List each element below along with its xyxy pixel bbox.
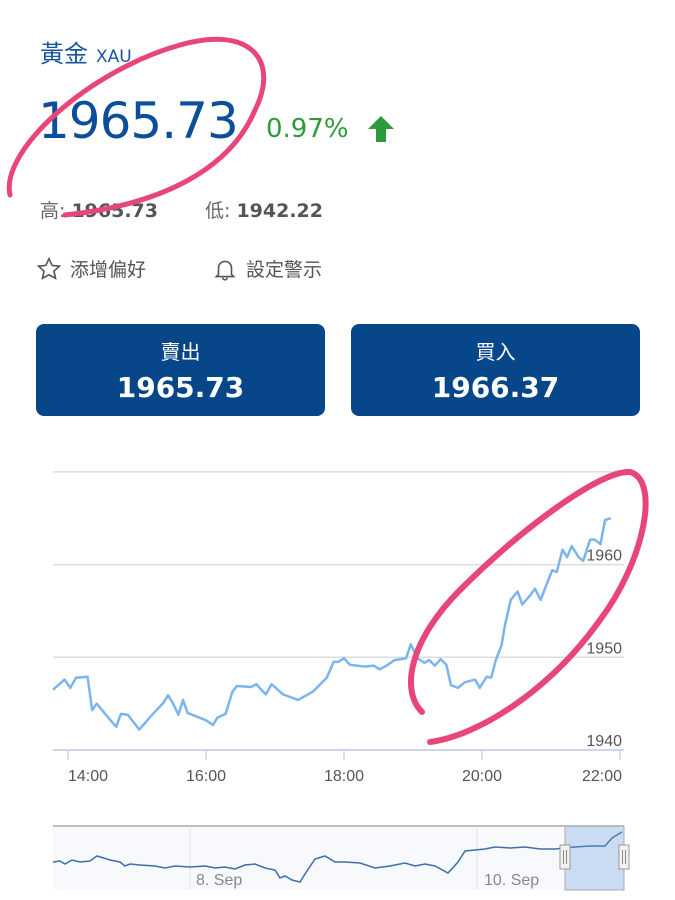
bell-icon [214,260,236,281]
navigator-date-label: 10. Sep [484,872,539,889]
arrow-up-icon [368,116,394,142]
x-tick-label: 16:00 [186,768,226,785]
set-alert-label: 設定警示 [246,259,323,281]
navigator-selected-range[interactable] [564,825,625,891]
x-tick-label: 22:00 [582,768,622,785]
buy-button[interactable]: 買入 1966.37 [351,324,640,416]
x-tick-label: 18:00 [324,768,364,785]
navigator-series-line [52,831,623,883]
x-tick-label: 14:00 [68,768,108,785]
add-favorite-label: 添增偏好 [70,259,147,281]
change-percent: 0.97% [266,114,349,144]
x-tick-label: 20:00 [462,768,502,785]
sell-label: 賣出 [160,340,201,364]
star-outline-icon [36,256,62,280]
y-tick-label: 1940 [586,733,622,750]
price-series-line [52,517,612,731]
add-favorite-button[interactable]: 添增偏好 [36,255,146,282]
y-tick-label: 1950 [586,640,622,657]
buy-price: 1966.37 [431,371,560,404]
set-alert-button[interactable]: 設定警示 [212,255,322,282]
sell-button[interactable]: 賣出 1965.73 [36,324,325,416]
navigator-background [53,826,624,890]
buy-label: 買入 [475,340,516,364]
navigator-date-label: 8. Sep [196,872,242,889]
navigator-handle[interactable] [618,844,630,870]
sell-price: 1965.73 [116,371,245,404]
navigator-handle[interactable] [559,844,571,870]
y-tick-label: 1960 [586,548,622,565]
